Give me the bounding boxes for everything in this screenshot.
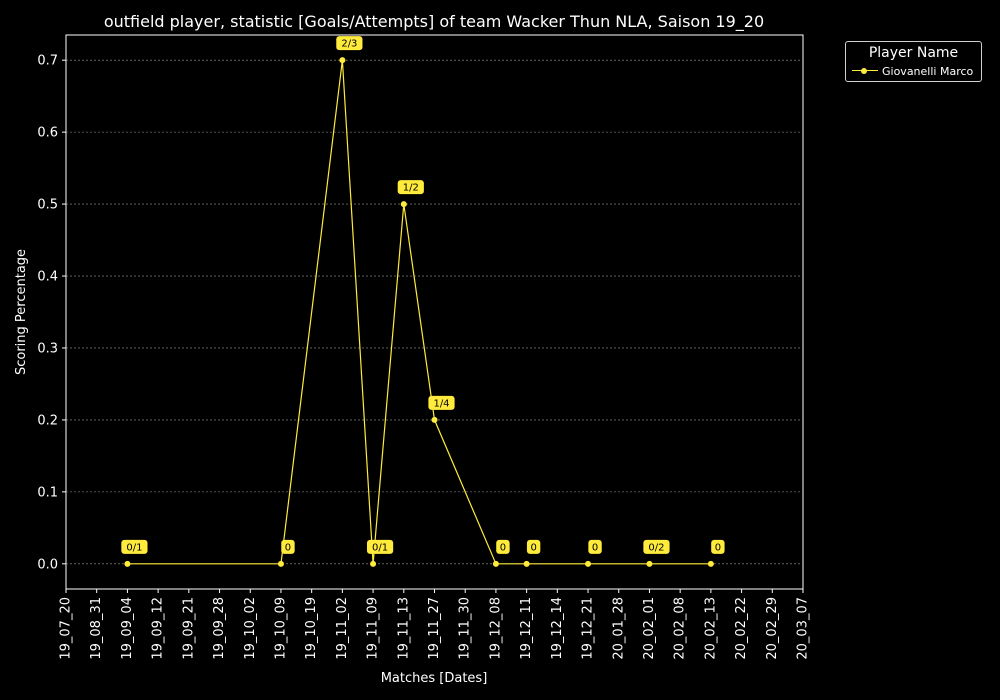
plot-area [65, 34, 804, 590]
data-label: 0 [285, 542, 291, 553]
x-axis-label: Matches [Dates] [381, 671, 488, 686]
data-point [370, 560, 377, 567]
y-tick-label: 0.4 [37, 270, 58, 285]
series-group: 0/1 0 2/3 0/1 1/2 1/4 0 0 0 0/2 0 [121, 36, 725, 567]
data-point [707, 560, 714, 567]
legend: Player Name Giovanelli Marco [845, 41, 982, 82]
data-label: 0/1 [372, 542, 388, 553]
data-point [277, 560, 284, 567]
x-tick-label: 20_02_29 [765, 597, 780, 660]
x-tick-label: 20_02_22 [734, 597, 749, 660]
x-tick-label: 20_02_08 [673, 597, 688, 660]
x-tick-label: 19_12_11 [519, 597, 534, 660]
data-label: 2/3 [341, 39, 357, 50]
data-label: 1/4 [433, 398, 449, 409]
x-tick-label: 20_02_01 [642, 597, 657, 660]
data-label-box [428, 395, 455, 410]
y-tick-label: 0.2 [37, 413, 58, 428]
y-tick-label: 0.7 [37, 54, 58, 69]
data-label: 0/1 [126, 542, 142, 553]
y-axis-label: Scoring Percentage [14, 249, 29, 375]
y-tick-label: 0.3 [37, 341, 58, 356]
x-tick-label: 19_10_09 [273, 597, 288, 660]
data-label-box [588, 539, 602, 554]
data-point [339, 57, 346, 64]
data-point [585, 560, 592, 567]
x-tick-label: 20_01_28 [611, 597, 626, 660]
data-label-box [121, 539, 148, 554]
x-tick-label: 19_11_09 [366, 597, 381, 660]
x-tick-label: 19_10_02 [243, 597, 258, 660]
x-axis-ticks: 19_07_20 19_08_31 19_09_04 19_09_12 19_09_21… [59, 589, 811, 660]
x-tick-label: 19_08_31 [89, 597, 104, 660]
data-point [523, 560, 530, 567]
data-label: 0 [500, 542, 506, 553]
y-tick-label: 0.1 [37, 485, 58, 500]
data-label: 0 [592, 542, 598, 553]
data-point [400, 201, 407, 208]
x-tick-label: 19_11_02 [335, 597, 350, 660]
legend-title: Player Name [868, 45, 959, 61]
data-label-box [711, 539, 725, 554]
y-tick-label: 0.6 [37, 126, 58, 141]
y-axis-ticks: 0.0 0.1 0.2 0.3 0.4 0.5 0.6 0.7 [37, 54, 66, 572]
grid-lines [66, 59, 803, 565]
chart-title: outfield player, statistic [Goals/Attemp… [104, 12, 764, 32]
data-point [492, 560, 499, 567]
data-label-box [281, 539, 295, 554]
x-tick-label: 19_09_21 [181, 597, 196, 660]
x-tick-label: 19_11_27 [427, 597, 442, 660]
x-tick-label: 19_09_12 [151, 597, 166, 660]
x-tick-label: 19_09_04 [120, 597, 135, 660]
x-tick-label: 19_11_13 [396, 597, 411, 660]
x-tick-label: 20_02_13 [703, 597, 718, 660]
data-label-box [336, 36, 363, 51]
x-tick-label: 19_12_21 [581, 597, 596, 660]
data-point [124, 560, 131, 567]
data-label-box [526, 539, 541, 554]
x-tick-label: 19_09_28 [212, 597, 227, 660]
x-tick-label: 19_12_08 [488, 597, 503, 660]
x-tick-label: 19_11_30 [458, 597, 473, 660]
x-tick-label: 20_03_07 [796, 597, 811, 660]
data-label: 0/2 [648, 542, 664, 553]
data-label-box [496, 539, 510, 554]
x-tick-label: 19_07_20 [59, 597, 74, 660]
data-label: 0 [530, 542, 536, 553]
series-line [127, 60, 711, 565]
x-tick-label: 19_12_14 [550, 597, 565, 660]
legend-entry-label: Giovanelli Marco [882, 65, 974, 78]
legend-dot-marker [861, 68, 867, 74]
y-tick-label: 0.5 [37, 198, 58, 213]
y-tick-label: 0.0 [37, 557, 58, 572]
data-label: 1/2 [403, 183, 419, 194]
data-label-box [643, 539, 670, 554]
data-point [431, 416, 438, 423]
data-point [646, 560, 653, 567]
data-label: 0 [715, 542, 721, 553]
x-tick-label: 19_10_19 [304, 597, 319, 660]
data-label-box [366, 539, 394, 554]
data-label-box [397, 180, 424, 195]
